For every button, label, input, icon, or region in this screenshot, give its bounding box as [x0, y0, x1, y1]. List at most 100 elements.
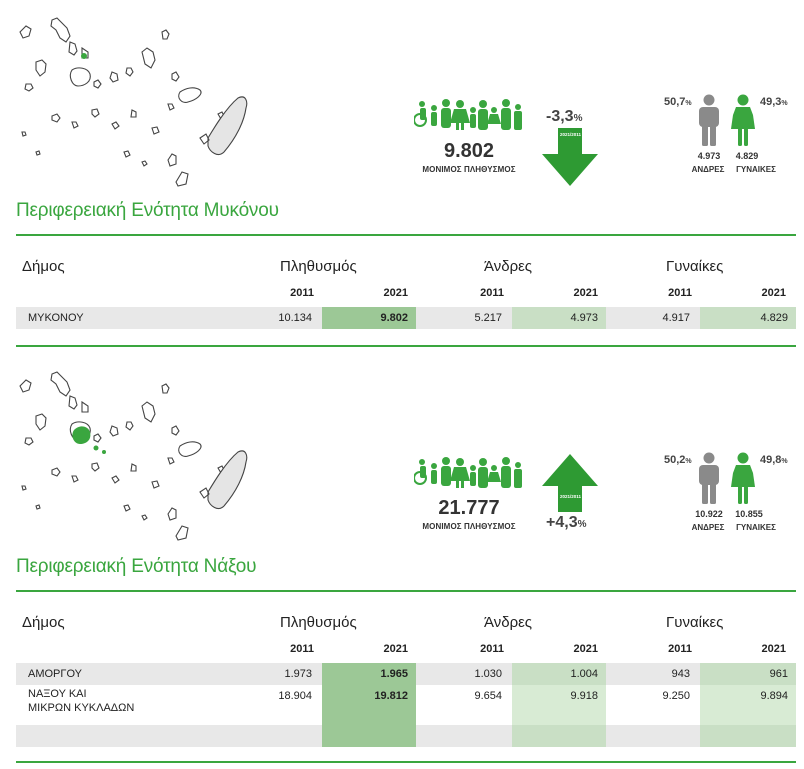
table-row	[416, 663, 512, 685]
men-2021-cell-bg	[512, 663, 606, 685]
year-2011: 2011	[668, 287, 692, 299]
year-2011: 2011	[480, 287, 504, 299]
year-2021: 2021	[761, 287, 786, 299]
men-2011: 9.654	[474, 690, 502, 702]
women-2011: 4.917	[662, 312, 690, 324]
year-2021: 2021	[383, 287, 408, 299]
population-caption: ΜΟΝΙΜΟΣ ΠΛΗΘΥΣΜΟΣ	[422, 522, 516, 531]
women-percent-unit: %	[781, 100, 788, 107]
municipality-name-line1: ΝΑΞΟΥ ΚΑΙ	[28, 688, 87, 700]
pop-2021: 19.812	[374, 690, 408, 702]
pop-2011: 1.973	[284, 668, 312, 680]
municipality-name-line2: ΜΙΚΡΩΝ ΚΥΚΛΑΔΩΝ	[28, 702, 135, 714]
pop-2021: 1.965	[380, 668, 408, 680]
women-2021: 9.894	[760, 690, 788, 702]
women-percent-unit: %	[781, 458, 788, 465]
table-row-empty	[416, 725, 512, 747]
change-period: 2021/2011	[560, 132, 582, 137]
men-2021: 9.918	[570, 690, 598, 702]
women-percent: 49,8%	[760, 454, 788, 466]
cyclades-map-icon	[12, 366, 272, 546]
women-2021: 961	[769, 668, 788, 680]
divider	[16, 345, 796, 347]
year-2021: 2021	[573, 643, 598, 655]
women-2021: 4.829	[700, 307, 796, 329]
man-icon	[696, 94, 722, 146]
header-municipality: Δήμος	[22, 614, 65, 631]
family-icon	[414, 456, 524, 490]
men-2021-cell-bg	[512, 725, 606, 747]
population-total: 9.802	[443, 140, 495, 162]
region-title: Περιφερειακή Ενότητα Μυκόνου	[16, 200, 279, 221]
women-percent: 49,3%	[760, 96, 788, 108]
change-value: -3,3	[546, 108, 574, 125]
pop-2021-column	[322, 663, 416, 747]
women-2021-cell-bg	[700, 725, 796, 747]
year-2011: 2011	[290, 287, 314, 299]
year-2021: 2021	[761, 643, 786, 655]
man-icon	[696, 452, 722, 504]
table-row-empty	[16, 725, 322, 747]
municipality-name: ΑΜΟΡΓΟΥ	[28, 668, 82, 680]
women-2011: 9.250	[662, 690, 690, 702]
men-2011: 1.030	[474, 668, 502, 680]
year-2011: 2011	[668, 643, 692, 655]
year-2021: 2021	[573, 287, 598, 299]
section-mykonos: 9.802 ΜΟΝΙΜΟΣ ΠΛΗΘΥΣΜΟΣ -3,3% 2021/2011 …	[0, 0, 804, 350]
header-population: Πληθυσμός	[280, 258, 357, 275]
women-percent-value: 49,8	[760, 454, 782, 466]
table-row	[16, 663, 322, 685]
woman-icon	[730, 94, 756, 146]
population-caption: ΜΟΝΙΜΟΣ ΠΛΗΘΥΣΜΟΣ	[422, 165, 516, 174]
men-2011: 5.217	[474, 312, 502, 324]
women-label: ΓΥΝΑΙΚΕΣ	[736, 523, 776, 532]
population-change: -3,3%	[546, 108, 582, 126]
family-icon	[414, 98, 524, 132]
men-percent: 50,2%	[664, 454, 692, 466]
population-total: 21.777	[438, 497, 500, 519]
municipality-name: ΝΑΞΟΥ ΚΑΙ ΜΙΚΡΩΝ ΚΥΚΛΑΔΩΝ	[22, 687, 134, 715]
arrow-up-icon	[540, 452, 600, 512]
pop-2011: 10.134	[278, 312, 312, 324]
pop-2011: 18.904	[278, 690, 312, 702]
women-2011: 943	[671, 668, 690, 680]
women-label: ΓΥΝΑΙΚΕΣ	[736, 165, 776, 174]
header-municipality: Δήμος	[22, 258, 65, 275]
women-percent-value: 49,3	[760, 96, 782, 108]
divider	[16, 761, 796, 763]
change-unit: %	[573, 113, 583, 124]
men-2021: 1.004	[570, 668, 598, 680]
divider	[16, 590, 796, 592]
year-2011: 2011	[290, 643, 314, 655]
pop-2021: 9.802	[322, 307, 416, 329]
year-2021: 2021	[383, 643, 408, 655]
population-change: +4,3%	[546, 514, 587, 532]
header-men: Άνδρες	[484, 258, 533, 275]
region-title: Περιφερειακή Ενότητα Νάξου	[16, 556, 257, 577]
men-count: 4.973	[697, 151, 721, 161]
cyclades-map-icon	[12, 12, 272, 192]
women-count: 4.829	[735, 151, 759, 161]
change-unit: %	[577, 519, 587, 530]
change-period: 2021/2011	[560, 494, 582, 499]
header-population: Πληθυσμός	[280, 614, 357, 631]
section-naxos: 21.777 ΜΟΝΙΜΟΣ ΠΛΗΘΥΣΜΟΣ 2021/2011 +4,3%…	[0, 356, 804, 769]
men-percent-unit: %	[685, 100, 692, 107]
table-row-empty	[606, 725, 700, 747]
header-men: Άνδρες	[484, 614, 533, 631]
header-women: Γυναίκες	[666, 614, 724, 631]
men-label: ΑΝΔΡΕΣ	[691, 165, 725, 174]
men-label: ΑΝΔΡΕΣ	[691, 523, 725, 532]
men-percent-value: 50,7	[664, 96, 686, 108]
men-percent-unit: %	[685, 458, 692, 465]
arrow-down-icon	[540, 128, 600, 188]
change-value: +4,3	[546, 514, 578, 531]
divider	[16, 234, 796, 236]
men-2021: 4.973	[512, 307, 606, 329]
men-count: 10.922	[695, 509, 723, 519]
header-women: Γυναίκες	[666, 258, 724, 275]
woman-icon	[730, 452, 756, 504]
municipality-name: ΜΥΚΟΝΟΥ	[28, 312, 84, 324]
men-percent: 50,7%	[664, 96, 692, 108]
women-2021-cell-bg	[700, 663, 796, 685]
